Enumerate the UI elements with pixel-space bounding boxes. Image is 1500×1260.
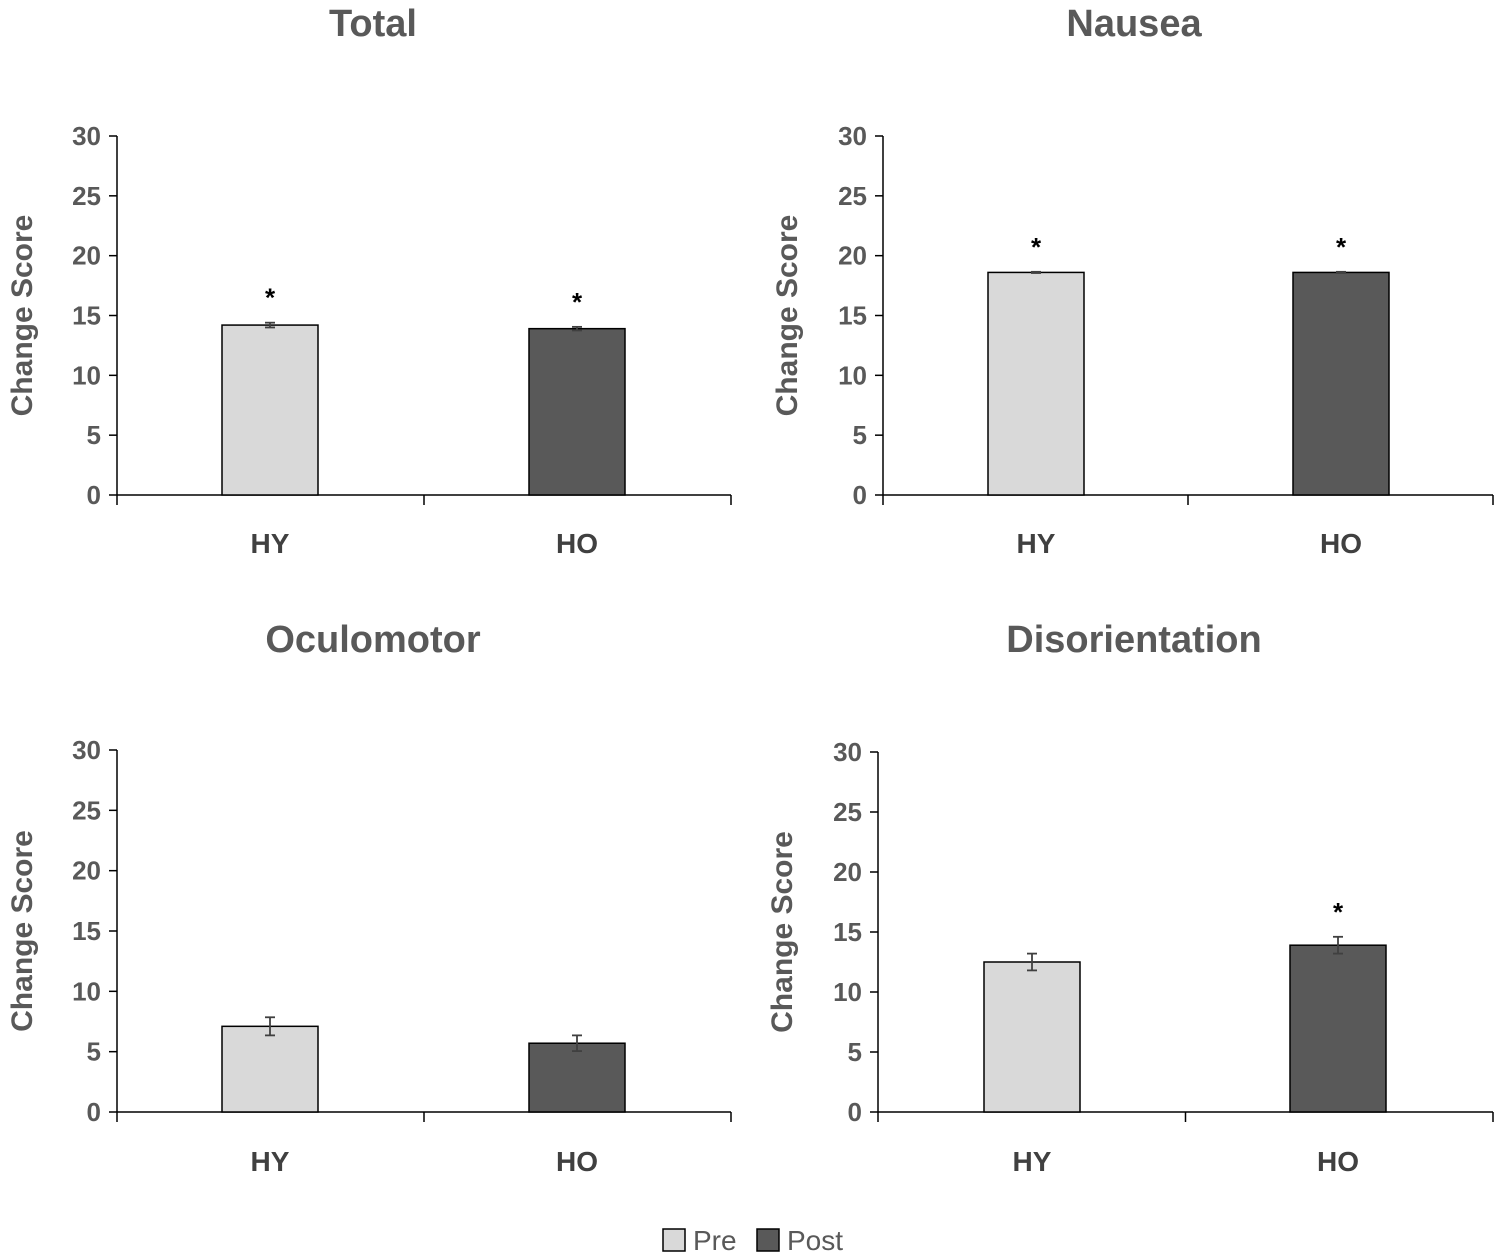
x-category-label: HO bbox=[556, 528, 598, 559]
x-category-label: HY bbox=[251, 1146, 290, 1177]
y-tick-label: 10 bbox=[72, 360, 101, 390]
x-category-label: HY bbox=[251, 528, 290, 559]
y-axis-label: Change Score bbox=[771, 215, 804, 417]
bar-ho bbox=[1289, 944, 1387, 1113]
chart-panel-total: Total Change Score 0 5 10 15 20 25 30 * HY * HO bbox=[6, 3, 732, 559]
bar-hy bbox=[221, 324, 319, 496]
y-tick-label: 30 bbox=[72, 121, 101, 151]
bar-ho bbox=[528, 1042, 626, 1113]
bar-hy bbox=[987, 271, 1085, 496]
y-tick-label: 30 bbox=[72, 735, 101, 765]
bar-hy bbox=[221, 1025, 319, 1113]
y-tick-label: 15 bbox=[838, 301, 867, 331]
chart-panel-oculomotor: Oculomotor Change Score 0 5 10 15 20 25 30 HY HO bbox=[6, 619, 732, 1177]
y-tick-label: 5 bbox=[87, 1037, 101, 1067]
x-category-label: HY bbox=[1013, 1146, 1052, 1177]
y-tick-label: 0 bbox=[87, 480, 101, 510]
chart-panel-nausea: Nausea Change Score 0 5 10 15 20 25 30 * HY * HO bbox=[771, 3, 1494, 559]
significance-marker: * bbox=[572, 287, 583, 317]
legend-swatch-pre bbox=[662, 1228, 686, 1252]
bar-hy bbox=[983, 961, 1081, 1113]
chart-title: Total bbox=[329, 3, 417, 45]
x-category-label: HO bbox=[556, 1146, 598, 1177]
y-tick-label: 15 bbox=[72, 916, 101, 946]
y-tick-label: 25 bbox=[72, 795, 101, 825]
legend: Pre Post bbox=[662, 1225, 843, 1256]
x-category-label: HY bbox=[1017, 528, 1056, 559]
legend-label-post: Post bbox=[787, 1225, 843, 1256]
y-tick-label: 30 bbox=[833, 737, 862, 767]
chart-title: Disorientation bbox=[1006, 619, 1261, 661]
y-tick-label: 0 bbox=[87, 1097, 101, 1127]
bar-ho bbox=[1292, 271, 1390, 496]
significance-marker: * bbox=[265, 283, 276, 313]
y-tick-label: 15 bbox=[72, 301, 101, 331]
x-category-label: HO bbox=[1317, 1146, 1359, 1177]
chart-panel-disorientation: Disorientation Change Score 0 5 10 15 20 25 30 HY… bbox=[766, 619, 1494, 1177]
y-tick-label: 30 bbox=[838, 121, 867, 151]
y-axis-label: Change Score bbox=[6, 830, 39, 1032]
y-tick-label: 25 bbox=[72, 181, 101, 211]
y-tick-label: 10 bbox=[838, 360, 867, 390]
y-tick-label: 0 bbox=[848, 1097, 862, 1127]
chart-title: Nausea bbox=[1066, 3, 1202, 45]
y-axis-label: Change Score bbox=[6, 215, 39, 417]
y-tick-label: 5 bbox=[87, 420, 101, 450]
y-tick-label: 25 bbox=[833, 797, 862, 827]
chart-title: Oculomotor bbox=[265, 619, 481, 661]
y-axis-label: Change Score bbox=[766, 831, 799, 1033]
y-tick-label: 20 bbox=[838, 241, 867, 271]
y-tick-label: 10 bbox=[72, 976, 101, 1006]
x-category-label: HO bbox=[1320, 528, 1362, 559]
y-tick-label: 5 bbox=[853, 420, 867, 450]
y-tick-label: 0 bbox=[853, 480, 867, 510]
y-tick-label: 25 bbox=[838, 181, 867, 211]
y-tick-label: 20 bbox=[72, 856, 101, 886]
y-tick-label: 10 bbox=[833, 977, 862, 1007]
significance-marker: * bbox=[1333, 897, 1344, 927]
y-tick-label: 15 bbox=[833, 917, 862, 947]
legend-label-pre: Pre bbox=[693, 1225, 737, 1256]
bar-ho bbox=[528, 327, 626, 496]
significance-marker: * bbox=[1336, 232, 1347, 262]
y-tick-label: 5 bbox=[848, 1037, 862, 1067]
y-tick-label: 20 bbox=[833, 857, 862, 887]
y-tick-label: 20 bbox=[72, 241, 101, 271]
legend-swatch-post bbox=[756, 1228, 780, 1252]
significance-marker: * bbox=[1031, 232, 1042, 262]
